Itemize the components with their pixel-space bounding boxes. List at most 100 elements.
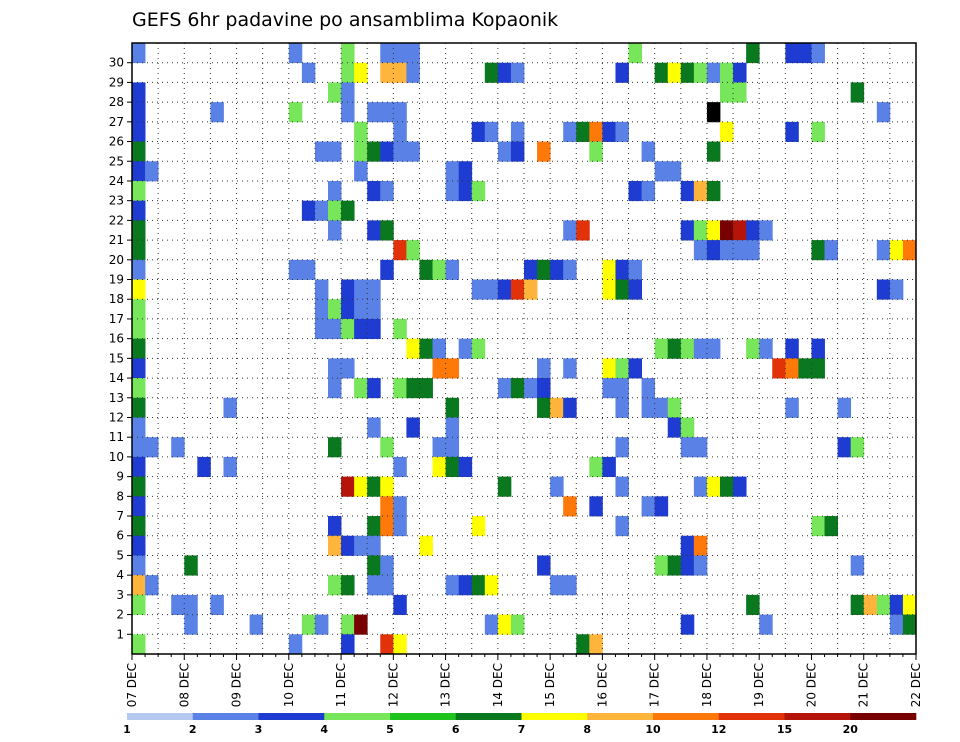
heatmap-cell [314, 141, 329, 162]
y-tick-label: 8 [116, 489, 124, 503]
heatmap-cell [223, 397, 237, 418]
heatmap-cell [693, 476, 708, 497]
heatmap-cell [746, 43, 760, 64]
heatmap-cell [602, 121, 616, 142]
heatmap-cell [720, 240, 734, 261]
heatmap-cell [602, 358, 616, 379]
heatmap-cell [537, 555, 551, 576]
heatmap-cell [132, 200, 146, 221]
heatmap-cell [615, 259, 629, 280]
heatmap-cell [680, 437, 695, 458]
heatmap-cell [132, 535, 146, 556]
heatmap-cell [132, 456, 146, 478]
heatmap-cell [602, 259, 616, 280]
heatmap-cell [354, 141, 368, 162]
heatmap-cell [393, 516, 407, 537]
heatmap-cell [132, 279, 146, 300]
heatmap-cell [615, 516, 629, 537]
heatmap-cell [393, 496, 407, 517]
x-tick-label: 20 DEC [804, 663, 818, 707]
heatmap-cell [811, 43, 825, 64]
x-tick-label: 08 DEC [177, 663, 191, 707]
heatmap-cell [380, 437, 394, 458]
heatmap-cell [680, 614, 695, 635]
heatmap-cell [301, 62, 316, 83]
heatmap-cell [354, 535, 368, 556]
heatmap-cell [785, 338, 799, 359]
colorbar-label: 10 [645, 723, 661, 736]
heatmap-cell [314, 279, 329, 300]
heatmap-cell [367, 555, 381, 576]
colorbar-swatch [455, 713, 522, 720]
heatmap-cell [314, 318, 329, 340]
heatmap-cell [693, 180, 708, 202]
heatmap-cell [589, 496, 603, 517]
heatmap-cell [667, 161, 682, 182]
heatmap-cell [328, 180, 342, 202]
heatmap-cell [367, 378, 381, 399]
heatmap-cell [550, 575, 564, 596]
heatmap-cell [393, 594, 407, 615]
heatmap-cell [445, 456, 460, 478]
heatmap-cell [641, 496, 656, 517]
colorbar-label: 4 [320, 723, 328, 736]
heatmap-cell [889, 279, 904, 300]
heatmap-cell [680, 417, 695, 438]
heatmap-cell [876, 240, 891, 261]
heatmap-cell [706, 180, 721, 202]
heatmap-cell [576, 634, 590, 655]
heatmap-cell [628, 43, 642, 64]
heatmap-cell [811, 358, 825, 379]
heatmap-cell [445, 259, 460, 280]
heatmap-cell [354, 614, 368, 635]
heatmap-cell [654, 555, 669, 576]
heatmap-cell [171, 437, 185, 458]
heatmap-cell [432, 437, 446, 458]
heatmap-cell [380, 62, 394, 83]
x-tick-label: 12 DEC [386, 663, 400, 707]
heatmap-cell [837, 397, 852, 418]
colorbar: 1 2 3 4 5 6 7 8 10 12 15 20 [123, 713, 917, 736]
heatmap-cell [576, 220, 590, 241]
y-tick-label: 4 [116, 568, 124, 582]
y-tick-label: 11 [109, 430, 124, 444]
heatmap-cell [406, 43, 420, 64]
heatmap-cell [341, 575, 355, 596]
heatmap-cell [615, 437, 629, 458]
heatmap-cell [367, 535, 381, 556]
heatmap-cell [341, 358, 355, 379]
heatmap-cell [132, 180, 146, 202]
heatmap-cell [367, 575, 381, 596]
heatmap-cell [850, 82, 865, 103]
colorbar-swatch [258, 713, 325, 720]
heatmap-cell [720, 476, 734, 497]
heatmap-cell [406, 338, 420, 359]
y-tick-label: 15 [109, 351, 124, 365]
heatmap-cell [537, 259, 551, 280]
x-tick-label: 19 DEC [752, 663, 766, 707]
heatmap-cell [341, 200, 355, 221]
y-tick-label: 28 [109, 95, 124, 109]
y-tick-label: 3 [116, 588, 124, 602]
heatmap-cell [746, 594, 760, 615]
heatmap-cell [746, 338, 760, 359]
heatmap-cell [550, 397, 564, 418]
heatmap-cell [654, 338, 669, 359]
heatmap-cell [354, 161, 368, 182]
heatmap-cell [380, 141, 394, 162]
heatmap-cell [393, 378, 407, 399]
heatmap-cell [733, 62, 747, 83]
heatmap-cell [863, 594, 878, 615]
colorbar-label: 8 [583, 723, 591, 736]
heatmap-cell [328, 141, 342, 162]
heatmap-cell [667, 555, 682, 576]
x-tick-label: 13 DEC [439, 663, 453, 707]
heatmap-cell [785, 358, 799, 379]
heatmap-cell [132, 575, 146, 596]
heatmap-cell [197, 456, 211, 478]
heatmap-cell [328, 535, 342, 556]
heatmap-cell [471, 279, 486, 300]
heatmap-cell [380, 555, 394, 576]
heatmap-cell [693, 535, 708, 556]
heatmap-cell [902, 240, 917, 261]
